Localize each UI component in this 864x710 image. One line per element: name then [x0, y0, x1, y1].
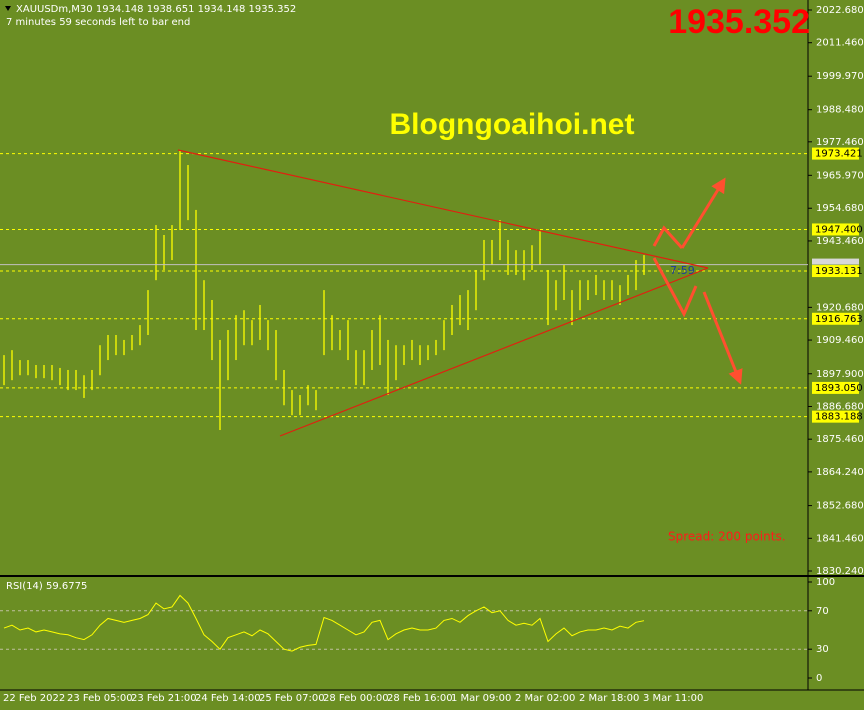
y-tick-label: 1920.680: [816, 302, 864, 313]
symbol-header: XAUUSDm,M30 1934.148 1938.651 1934.148 1…: [16, 4, 296, 15]
level-label-box: [812, 410, 859, 423]
y-tick-label: 1943.460: [816, 236, 864, 247]
y-tick-label: 2011.460: [816, 38, 864, 49]
level-label-box: [812, 381, 859, 394]
big-price: 1935.352: [668, 3, 810, 41]
y-tick-label: 1909.460: [816, 335, 864, 346]
y-tick-label: 1965.970: [816, 170, 864, 181]
x-tick-label: 2 Mar 18:00: [579, 693, 639, 704]
arrow: [652, 257, 698, 318]
x-tick-label: 1 Mar 09:00: [451, 693, 511, 704]
level-label-box: [812, 223, 859, 236]
x-tick-label: 24 Feb 14:00: [195, 693, 261, 704]
arrow: [680, 177, 726, 249]
rsi-title: RSI(14) 59.6775: [6, 581, 87, 592]
level-label: 1933.131: [815, 266, 863, 277]
trend-line: [177, 149, 709, 269]
level-label: 1947.400: [815, 224, 863, 235]
level-label: 1916.763: [815, 314, 863, 325]
x-tick-label: 25 Feb 07:00: [259, 693, 325, 704]
level-label-box: [812, 312, 859, 325]
spread-text: Spread: 200 points.: [668, 530, 786, 544]
x-tick-label: 28 Feb 16:00: [387, 693, 453, 704]
x-tick-label: 3 Mar 11:00: [643, 693, 703, 704]
y-tick-label: 30: [816, 644, 829, 655]
level-label: 1973.421: [815, 149, 863, 160]
x-tick-label: 22 Feb 2022: [3, 693, 65, 704]
level-label-box: [812, 265, 859, 278]
rsi-line: [3, 594, 645, 652]
y-tick-label: 70: [816, 606, 829, 617]
y-tick-label: 2022.680: [816, 5, 864, 16]
y-tick-label: 1841.460: [816, 533, 864, 544]
watermark: Blogngoaihoi.net: [390, 108, 635, 141]
x-tick-label: 23 Feb 05:00: [67, 693, 133, 704]
countdown: 7:59: [670, 264, 695, 277]
arrow: [652, 225, 684, 250]
trend-line: [279, 267, 709, 437]
x-tick-label: 28 Feb 00:00: [323, 693, 389, 704]
y-tick-label: 1977.460: [816, 137, 864, 148]
y-tick-label: 1864.240: [816, 467, 864, 478]
level-label: 1883.188: [815, 412, 863, 423]
x-tick-label: 23 Feb 21:00: [131, 693, 197, 704]
timer-text: 7 minutes 59 seconds left to bar end: [6, 17, 190, 28]
y-tick-label: 0: [816, 673, 822, 684]
y-tick-label: 100: [816, 577, 835, 588]
y-tick-label: 1988.480: [816, 105, 864, 116]
last-price-box: [812, 258, 859, 265]
x-tick-label: 2 Mar 02:00: [515, 693, 575, 704]
level-label: 1893.050: [815, 383, 863, 394]
level-label-box: [812, 147, 859, 160]
y-tick-label: 1886.680: [816, 401, 864, 412]
y-tick-label: 1897.900: [816, 369, 864, 380]
arrow: [702, 291, 743, 385]
y-tick-label: 1954.680: [816, 203, 864, 214]
y-tick-label: 1999.970: [816, 71, 864, 82]
menu-icon[interactable]: [5, 6, 11, 11]
y-tick-label: 1852.680: [816, 501, 864, 512]
y-tick-label: 1830.240: [816, 566, 864, 577]
y-tick-label: 1875.460: [816, 434, 864, 445]
